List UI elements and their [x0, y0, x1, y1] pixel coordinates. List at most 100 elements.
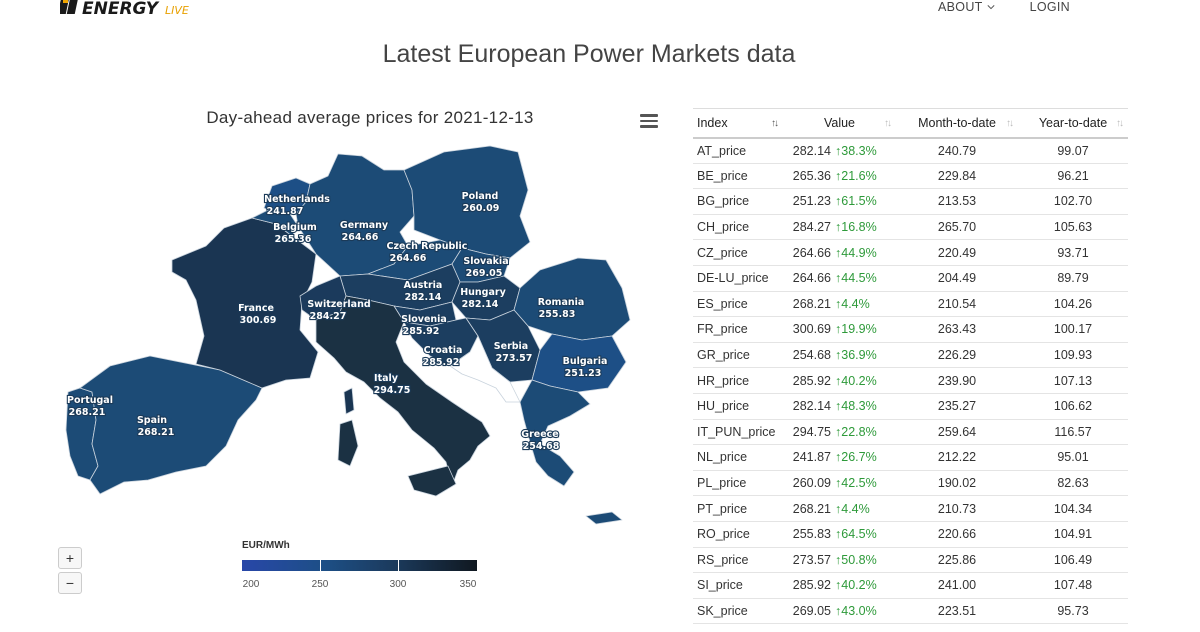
value-number: 269.05 [792, 603, 831, 618]
label-france-value: 300.69 [240, 315, 277, 326]
cell-ytd: 95.01 [1018, 444, 1128, 471]
th-mtd[interactable]: Month-to-date ↑↓ [896, 108, 1018, 139]
change-badge: ↑40.2% [835, 578, 877, 592]
label-poland-name: Poland [462, 191, 499, 202]
value-number: 264.66 [792, 271, 831, 286]
value-number: 285.92 [792, 578, 831, 593]
th-ytd[interactable]: Year-to-date ↑↓ [1018, 108, 1128, 139]
th-ytd-label: Year-to-date [1038, 115, 1108, 130]
legend-label-200: 200 [242, 579, 260, 590]
energylive-logo[interactable]: ENERGY LIVE [60, 0, 210, 24]
arrow-up-icon: ↑ [835, 245, 842, 260]
cell-value: 285.92 ↑40.2% [783, 367, 896, 394]
zoom-out-button[interactable]: − [58, 572, 82, 594]
cell-mtd: 259.64 [896, 419, 1018, 446]
label-switzerland-value: 284.27 [310, 311, 347, 322]
cell-index: DE-LU_price [693, 265, 783, 292]
country-corsica[interactable] [343, 387, 355, 415]
change-badge: ↑48.3% [835, 399, 877, 413]
value-number: 268.21 [792, 296, 831, 311]
label-spain-value: 268.21 [138, 427, 175, 438]
arrow-up-icon: ↑ [835, 424, 842, 439]
table-row: HR_price 285.92 ↑40.2% 239.90 107.13 [693, 367, 1128, 394]
europe-price-map[interactable]: Netherlands 241.87 Belgium 265.36 German… [0, 130, 680, 530]
country-greece-crete[interactable] [585, 511, 623, 525]
country-greece[interactable] [519, 379, 591, 487]
change-badge: ↑64.5% [835, 527, 877, 541]
legend-tick-300 [398, 560, 399, 571]
cell-index: RS_price [693, 547, 783, 574]
cell-value: 284.27 ↑16.8% [783, 214, 896, 241]
country-balkan-others [449, 335, 521, 403]
cell-mtd: 212.22 [896, 444, 1018, 471]
label-hungary-value: 282.14 [462, 299, 499, 310]
table-row: HU_price 282.14 ↑48.3% 235.27 106.62 [693, 393, 1128, 420]
country-italy[interactable] [315, 295, 491, 487]
value-number: 255.83 [792, 527, 831, 542]
label-croatia-name: Croatia [424, 345, 463, 356]
label-netherlands-value: 241.87 [267, 206, 304, 217]
cell-mtd: 265.70 [896, 214, 1018, 241]
cell-value: 269.05 ↑43.0% [783, 598, 896, 625]
nav-login[interactable]: LOGIN [1030, 0, 1070, 14]
country-italy-sardinia[interactable] [337, 419, 359, 467]
value-number: 251.23 [792, 194, 831, 209]
label-slovakia-value: 269.05 [466, 268, 503, 279]
label-portugal-value: 268.21 [69, 407, 106, 418]
country-spain[interactable] [79, 355, 263, 495]
svg-text:LIVE: LIVE [165, 4, 189, 17]
cell-index: RO_price [693, 521, 783, 548]
cell-ytd: 106.49 [1018, 547, 1128, 574]
label-czech-value: 264.66 [390, 253, 427, 264]
country-germany[interactable] [295, 153, 415, 277]
label-bulgaria-name: Bulgaria [563, 356, 608, 367]
cell-mtd: 220.66 [896, 521, 1018, 548]
value-number: 268.21 [792, 501, 831, 516]
cell-index: BE_price [693, 163, 783, 190]
label-greece-name: Greece [521, 429, 558, 440]
th-value[interactable]: Value ↑↓ [783, 108, 896, 139]
table-row: PT_price 268.21 ↑4.4% 210.73 104.34 [693, 495, 1128, 522]
change-percent: 36.9% [841, 348, 877, 363]
change-percent: 43.0% [841, 603, 877, 618]
arrow-up-icon: ↑ [835, 476, 842, 491]
label-austria-value: 282.14 [405, 292, 442, 303]
arrow-up-icon: ↑ [835, 450, 842, 465]
change-percent: 19.9% [841, 322, 877, 337]
change-badge: ↑40.2% [835, 374, 877, 388]
value-number: 264.66 [792, 245, 831, 260]
cell-index: GR_price [693, 342, 783, 369]
arrow-up-icon: ↑ [835, 552, 842, 567]
change-percent: 21.6% [841, 168, 877, 183]
th-index[interactable]: Index ↑↓ [693, 108, 783, 139]
arrow-up-icon: ↑ [835, 603, 842, 618]
arrow-up-icon: ↑ [835, 373, 842, 388]
cell-mtd: 190.02 [896, 470, 1018, 497]
nav-about[interactable]: ABOUT [938, 0, 995, 14]
cell-ytd: 100.17 [1018, 316, 1128, 343]
cell-index: HU_price [693, 393, 783, 420]
change-badge: ↑50.8% [835, 553, 877, 567]
cell-mtd: 210.54 [896, 291, 1018, 318]
value-number: 260.09 [792, 476, 831, 491]
legend-label-250: 250 [311, 579, 329, 590]
zoom-in-button[interactable]: + [58, 547, 82, 569]
th-mtd-label: Month-to-date [918, 115, 996, 130]
country-italy-sicily[interactable] [407, 465, 457, 497]
chart-menu-icon[interactable] [640, 114, 658, 130]
arrow-up-icon: ↑ [835, 168, 842, 183]
table-row: NL_price 241.87 ↑26.7% 212.22 95.01 [693, 444, 1128, 471]
cell-mtd: 213.53 [896, 188, 1018, 215]
cell-index: BG_price [693, 188, 783, 215]
svg-text:ENERGY: ENERGY [82, 0, 160, 19]
legend-title: EUR/MWh [242, 540, 290, 551]
cell-value: 241.87 ↑26.7% [783, 444, 896, 471]
cell-mtd: 220.49 [896, 239, 1018, 266]
change-badge: ↑22.8% [835, 425, 877, 439]
cell-value: 260.09 ↑42.5% [783, 470, 896, 497]
change-badge: ↑61.5% [835, 194, 877, 208]
cell-mtd: 235.27 [896, 393, 1018, 420]
change-percent: 48.3% [841, 399, 877, 414]
change-badge: ↑16.8% [835, 220, 877, 234]
cell-ytd: 109.93 [1018, 342, 1128, 369]
